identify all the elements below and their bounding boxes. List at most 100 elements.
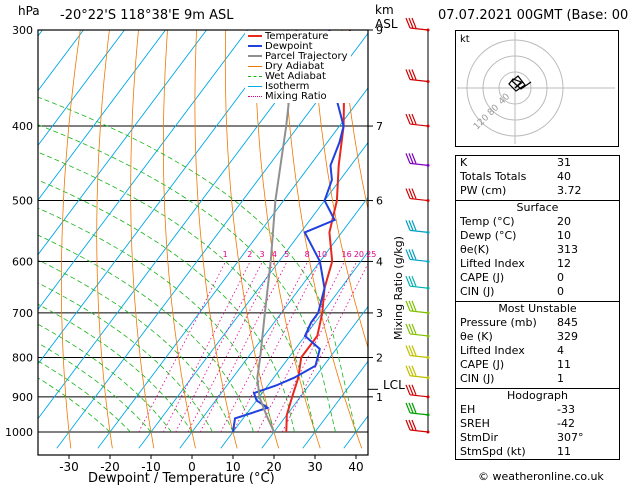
wet-adiabat-line: [38, 124, 336, 433]
mixing-ratio-label: 3: [259, 250, 265, 260]
wet-adiabat-line: [38, 234, 254, 433]
station-location: -20°22'S 118°38'E 9m ASL: [60, 8, 234, 23]
mixing-ratio-line: [199, 261, 288, 433]
wind-barb: [405, 249, 430, 263]
wind-barb: [405, 113, 430, 128]
wind-barb: [405, 69, 430, 83]
mu-row: CAPE (J) 11: [460, 358, 571, 371]
mu-row: Lifted Index 4: [460, 344, 564, 357]
dry-adiabat-line: [254, 30, 321, 449]
isotherm-line: [38, 30, 167, 201]
surface-section: Surface Temp (°C) 20 Dewp (°C) 10 θe(K) 313…: [456, 200, 619, 299]
mixing-ratio-label: 16: [341, 250, 352, 260]
surface-row: CAPE (J) 0: [460, 271, 564, 284]
pressure-tick-label: 500: [12, 195, 33, 208]
mixing-ratio-label: 25: [366, 250, 377, 260]
dry-adiabat-line: [283, 30, 363, 449]
pressure-tick-label: 700: [12, 307, 33, 320]
index-row-pw: PW (cm) 3.72: [460, 184, 582, 197]
legend-parcel: Parcel Trajectory: [248, 52, 348, 62]
wind-barb: [405, 275, 430, 290]
hodograph-trace: [508, 75, 532, 92]
mixing-ratio-line: [269, 261, 358, 433]
wind-barb: [405, 17, 430, 32]
km-tick-label: 7: [376, 120, 383, 133]
wet-adiabat-line: [38, 179, 295, 433]
dry-adiabat-line: [341, 30, 368, 211]
pressure-tick-label: 800: [12, 351, 33, 364]
legend-isotherm: Isotherm: [248, 82, 348, 92]
mu-row: θe (K) 329: [460, 330, 578, 343]
surface-row: CIN (J) 0: [460, 285, 564, 298]
most-unstable-title: Most Unstable: [498, 302, 577, 315]
dry-adiabat-line: [312, 30, 368, 350]
dry-adiabat-line: [61, 30, 81, 449]
isotherm-line: [38, 30, 208, 256]
hodo-row: StmDir 307°: [460, 431, 584, 444]
hodograph-unit: kt: [460, 34, 470, 45]
hodo-row: SREH -42: [460, 417, 575, 430]
km-axis-label: km: [375, 3, 394, 17]
mixing-ratio-label: 8: [304, 250, 310, 260]
dry-adiabat-line: [194, 30, 238, 449]
surface-row: Temp (°C) 20: [460, 215, 571, 228]
wind-barb: [405, 220, 430, 234]
x-tick-label: 30: [307, 460, 322, 474]
isotherm-line: [261, 305, 368, 449]
isotherm-line: [220, 251, 368, 449]
wind-barb: [405, 153, 430, 167]
most-unstable-section: Most Unstable Pressure (mb) 845 θe (K) 329…: [456, 301, 619, 386]
mu-row: Pressure (mb) 845: [460, 316, 578, 329]
wind-barb: [405, 419, 430, 434]
legend-dewpoint: Dewpoint: [248, 42, 348, 52]
wet-adiabat-line: [38, 323, 172, 433]
mu-row: CIN (J) 1: [460, 372, 564, 385]
series-line-dewpoint: [232, 30, 345, 433]
dry-adiabat-line: [224, 30, 280, 449]
plot-frame: [37, 29, 369, 456]
hodo-row: StmSpd (kt) 11: [460, 445, 571, 458]
x-tick-label: 0: [188, 460, 196, 474]
legend-dry-adiabat: Dry Adiabat: [248, 62, 348, 72]
index-row-k: K 31: [460, 156, 571, 169]
km-tick-label: 9: [376, 24, 383, 37]
isotherm-line: [138, 141, 368, 449]
x-tick-label: -10: [141, 460, 161, 474]
x-tick-label: -30: [59, 460, 79, 474]
legend: Temperature Dewpoint Parcel Trajectory D…: [245, 31, 351, 103]
surface-row: Lifted Index 12: [460, 257, 571, 270]
wet-adiabat-line: [38, 360, 131, 433]
pressure-tick-label: 400: [12, 120, 33, 133]
asl-axis-label: ASL: [375, 17, 398, 31]
watermark: © weatheronline.co.uk: [478, 470, 604, 483]
km-tick-label: 6: [376, 195, 383, 208]
forecast-datetime: 07.07.2021 00GMT (Base: 00): [438, 8, 629, 23]
wet-adiabat-line: [38, 96, 357, 433]
wind-barb: [405, 323, 430, 338]
km-tick-label: 3: [376, 307, 383, 320]
hodograph-section: Hodograph EH -33 SREH -42 StmDir 307° StmSp…: [456, 388, 619, 459]
hpa-axis-label: hPa: [18, 4, 40, 18]
mixing-ratio-label: 4: [271, 250, 277, 260]
km-tick-label: 1: [376, 391, 383, 404]
km-tick-label: 2: [376, 351, 383, 364]
mixing-ratio-label: 5: [284, 250, 290, 260]
series-line-parcel-trajectory: [256, 30, 298, 433]
hodograph: kt 40 80 120: [455, 30, 619, 147]
legend-wet-adiabat: Wet Adiabat: [248, 72, 348, 82]
isotherm-line: [302, 360, 368, 449]
km-tick-label: 4: [376, 255, 383, 268]
mixing-ratio-label: 2: [247, 250, 253, 260]
mixing-ratio-label: 1: [222, 250, 228, 260]
x-axis-title: Dewpoint / Temperature (°C): [88, 471, 275, 486]
x-tick-label: 40: [348, 460, 363, 474]
surface-row: Dewp (°C) 10: [460, 229, 571, 242]
x-tick-label: 20: [266, 460, 281, 474]
wind-barb: [405, 402, 430, 417]
x-tick-label: -20: [100, 460, 120, 474]
mixing-ratio-label: 10: [316, 250, 328, 260]
wet-adiabat-line: [38, 259, 234, 433]
wind-barb: [405, 345, 430, 359]
pressure-tick-label: 300: [12, 24, 33, 37]
